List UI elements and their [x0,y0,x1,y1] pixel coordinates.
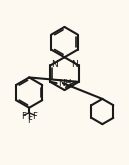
Text: N: N [72,60,78,69]
Text: NH: NH [58,79,71,88]
Text: F: F [32,112,37,121]
Text: F: F [21,112,26,121]
Text: N: N [51,60,57,69]
Text: F: F [27,116,32,126]
